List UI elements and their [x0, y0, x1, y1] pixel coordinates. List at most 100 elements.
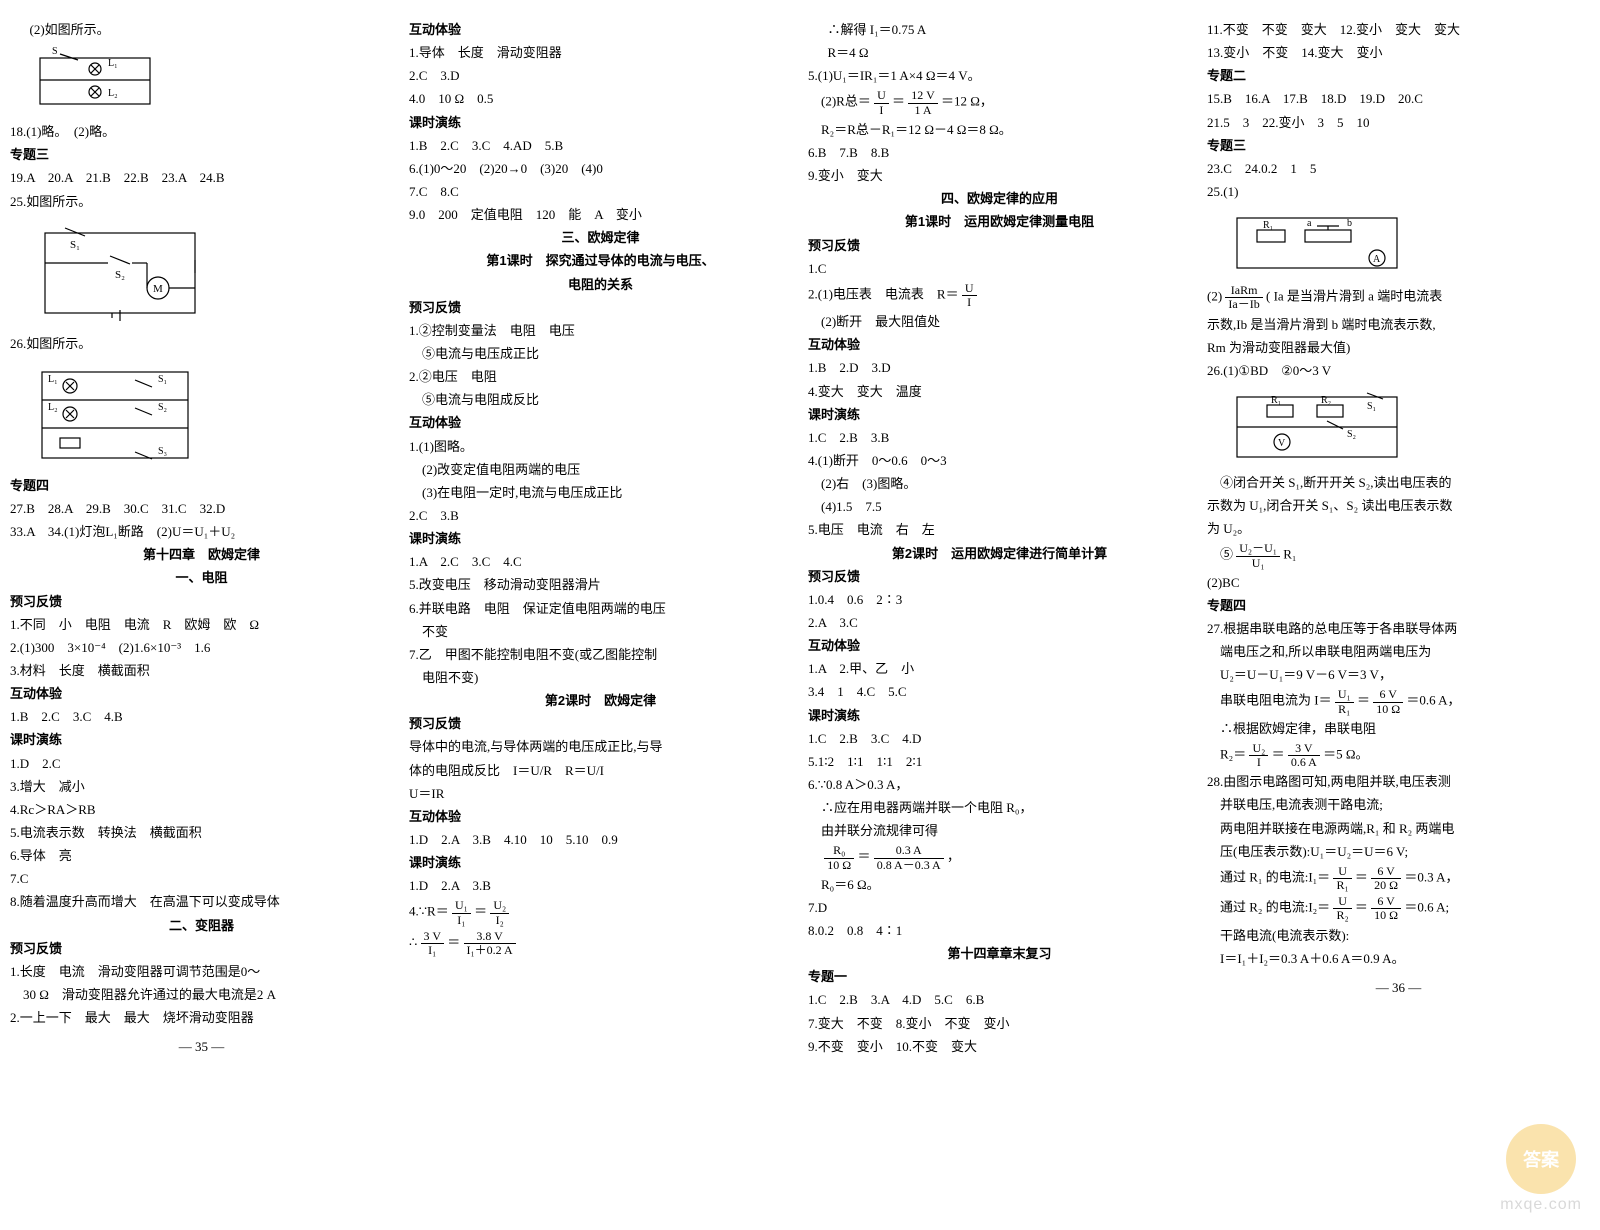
text-fragment: ＝0.6 A， — [1406, 693, 1460, 708]
text-line: (2)右 (3)图略。 — [808, 474, 1191, 494]
chapter-heading: 第十四章章末复习 — [808, 944, 1191, 964]
text-line: 4.Rc＞RA＞RB — [10, 800, 393, 820]
text-line: 示数,Ib 是当滑片滑到 b 端时电流表示数, — [1207, 315, 1590, 335]
heading: 预习反馈 — [808, 236, 1191, 256]
text-line: 1.C 2.B 3.C 4.D — [808, 729, 1191, 749]
text-fragment: R₁ — [1283, 547, 1296, 562]
text-fragment: ＝ — [1357, 693, 1370, 708]
text-line: 1.导体 长度 滑动变阻器 — [409, 43, 792, 63]
svg-text:S₁: S₁ — [1367, 401, 1376, 412]
section-heading: 三、欧姆定律 — [409, 228, 792, 248]
column-1: (2)如图所示。 S L₁ L₂ 18.(1)略。 (2)略。 专题三 19.A… — [10, 20, 393, 1210]
heading: 专题三 — [10, 145, 393, 165]
text-fragment — [808, 849, 821, 864]
text-fragment: 4.∵R＝ — [409, 904, 449, 919]
text-line: 2.C 3.B — [409, 506, 792, 526]
svg-text:b: b — [1347, 218, 1352, 229]
fraction: 3 V0.6 A — [1288, 742, 1320, 769]
fraction: UR₁ — [1333, 865, 1351, 892]
svg-text:S₂: S₂ — [158, 402, 167, 413]
text-line: 25.如图所示。 — [10, 192, 393, 212]
heading: 课时演练 — [409, 529, 792, 549]
text-line: 5.电压 电流 右 左 — [808, 520, 1191, 540]
text-fragment: ⑤ — [1207, 547, 1233, 562]
text-line: 8.随着温度升高而增大 在高温下可以变成导体 — [10, 892, 393, 912]
text-line: 2.一上一下 最大 最大 烧坏滑动变阻器 — [10, 1008, 393, 1028]
subsection-heading: 第2课时 运用欧姆定律进行简单计算 — [808, 544, 1191, 564]
heading: 互动体验 — [409, 413, 792, 433]
text-line: 6.B 7.B 8.B — [808, 143, 1191, 163]
text-line: 1.C 2.B 3.A 4.D 5.C 6.B — [808, 990, 1191, 1010]
text-line: 19.A 20.A 21.B 22.B 23.A 24.B — [10, 168, 393, 188]
text-line: 通过 R₁ 的电流:I₁＝ UR₁ ＝ 6 V20 Ω ＝0.3 A， — [1207, 865, 1590, 892]
svg-text:A: A — [1373, 254, 1381, 265]
text-line: ∴ 3 VI₁ ＝ 3.8 VI₁＋0.2 A — [409, 930, 792, 957]
heading: 专题四 — [10, 476, 393, 496]
column-4: 11.不变 不变 变大 12.变小 变大 变大 13.变小 不变 14.变大 变… — [1207, 20, 1590, 1210]
text-line: 27.B 28.A 29.B 30.C 31.C 32.D — [10, 499, 393, 519]
text-line: 7.C — [10, 869, 393, 889]
svg-text:S₁: S₁ — [70, 239, 80, 251]
heading: 互动体验 — [808, 335, 1191, 355]
text-line: 导体中的电流,与导体两端的电压成正比,与导 — [409, 737, 792, 757]
text-fragment: ＝ — [447, 934, 460, 949]
circuit-diagram-5: S₁ R₁ R₂ S₂ V — [1227, 387, 1591, 467]
text-line: 5.(1)U₁＝IR₁＝1 A×4 Ω＝4 V。 — [808, 66, 1191, 86]
fraction: U₂－U₁U₁ — [1236, 542, 1280, 569]
heading: 专题一 — [808, 967, 1191, 987]
text-line: (2)BC — [1207, 573, 1590, 593]
text-line: 27.根据串联电路的总电压等于各串联导体两 — [1207, 619, 1590, 639]
svg-text:R₂: R₂ — [1321, 395, 1331, 406]
text-line: 7.变大 不变 8.变小 不变 变小 — [808, 1014, 1191, 1034]
text-line: 压(电压表示数):U₁＝U₂＝U＝6 V; — [1207, 842, 1590, 862]
fraction: 6 V20 Ω — [1371, 865, 1401, 892]
text-line: ∴解得 I₁＝0.75 A — [808, 20, 1191, 40]
svg-text:a: a — [1307, 218, 1312, 229]
section-heading: 二、变阻器 — [10, 916, 393, 936]
text-line: 7.C 8.C — [409, 182, 792, 202]
text-fragment: R₂＝ — [1207, 747, 1246, 762]
svg-text:S: S — [52, 46, 58, 57]
svg-text:R₁: R₁ — [1263, 220, 1273, 231]
text-fragment: ＝ — [1355, 870, 1368, 885]
text-line: 2.A 3.C — [808, 613, 1191, 633]
text-line: 两电阻并联接在电源两端,R₁ 和 R₂ 两端电 — [1207, 819, 1590, 839]
text-fragment: 通过 R₁ 的电流:I₁＝ — [1207, 870, 1330, 885]
fraction: 12 V1 A — [908, 89, 937, 116]
page-number-right: — 36 — — [1207, 978, 1590, 998]
text-line: (3)在电阻一定时,电流与电压成正比 — [409, 483, 792, 503]
text-fragment: 串联电阻电流为 I＝ — [1207, 693, 1332, 708]
text-line: 6.并联电路 电阻 保证定值电阻两端的电压 — [409, 599, 792, 619]
text-fragment: ＝5 Ω。 — [1323, 747, 1368, 762]
text-line: 5.改变电压 移动滑动变阻器滑片 — [409, 575, 792, 595]
text-line: 33.A 34.(1)灯泡L₁断路 (2)U＝U₁＋U₂ — [10, 522, 393, 542]
heading: 互动体验 — [409, 807, 792, 827]
text-line: 由并联分流规律可得 — [808, 821, 1191, 841]
text-fragment: ＝12 Ω， — [941, 94, 993, 109]
text-line: 不变 — [409, 622, 792, 642]
text-line: 2.(1)300 3×10⁻⁴ (2)1.6×10⁻³ 1.6 — [10, 638, 393, 658]
svg-text:S₂: S₂ — [1347, 429, 1356, 440]
text-line: 6.∵0.8 A＞0.3 A， — [808, 775, 1191, 795]
text-line: ∴应在用电器两端并联一个电阻 R₀， — [808, 798, 1191, 818]
heading: 课时演练 — [10, 730, 393, 750]
fraction: 6 V10 Ω — [1373, 688, 1403, 715]
text-line: 端电压之和,所以串联电阻两端电压为 — [1207, 642, 1590, 662]
fraction: U₁R₁ — [1335, 688, 1354, 715]
fraction: UI — [874, 89, 889, 116]
text-line: ∴根据欧姆定律，串联电阻 — [1207, 719, 1590, 739]
text-line: 干路电流(电流表示数): — [1207, 926, 1590, 946]
page-number-left: — 35 — — [10, 1037, 393, 1057]
circuit-diagram-1: S L₁ L₂ — [30, 46, 394, 116]
text-fragment: ∴ — [409, 934, 417, 949]
text-line: 体的电阻成反比 I＝U/R R＝U/I — [409, 761, 792, 781]
text-line: R₀＝6 Ω。 — [808, 875, 1191, 895]
heading: 互动体验 — [10, 684, 393, 704]
heading: 预习反馈 — [808, 567, 1191, 587]
text-line: 18.(1)略。 (2)略。 — [10, 122, 393, 142]
svg-text:S₂: S₂ — [115, 269, 125, 281]
text-line: R₂＝ U₂I ＝ 3 V0.6 A ＝5 Ω。 — [1207, 742, 1590, 769]
subsection-heading: 电阻的关系 — [409, 275, 792, 295]
text-line: 2.C 3.D — [409, 66, 792, 86]
text-line: (2)断开 最大阻值处 — [808, 312, 1191, 332]
